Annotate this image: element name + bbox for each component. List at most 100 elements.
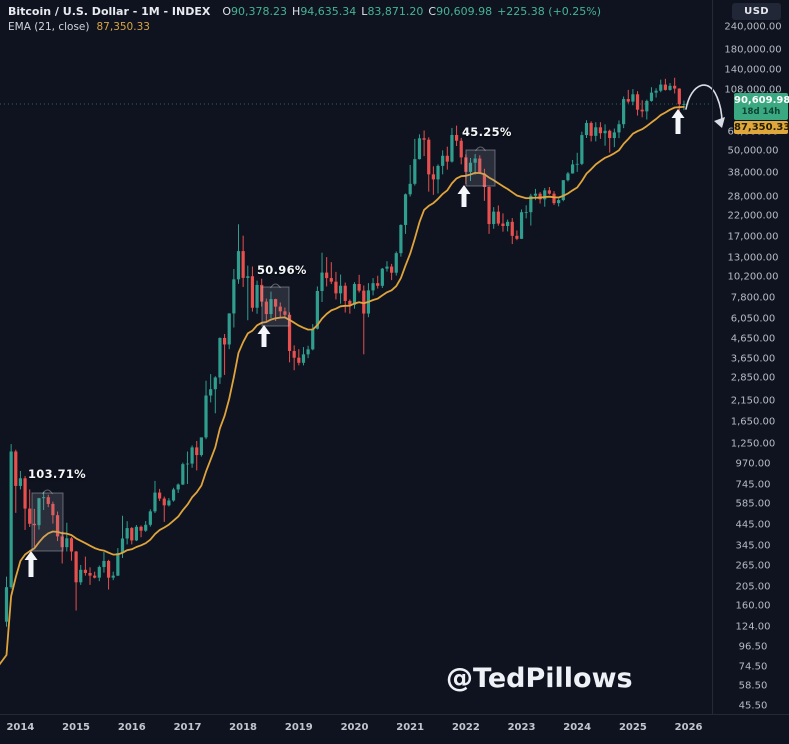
candle-body <box>181 464 185 485</box>
candle-body <box>269 299 273 315</box>
candle-body <box>403 194 408 225</box>
price-tick-label: 7,800.00 <box>730 292 776 304</box>
candle-body <box>390 266 394 273</box>
candle-body <box>185 463 190 465</box>
candle-body <box>28 508 32 524</box>
candle-body <box>515 235 519 239</box>
measurement-label: 103.71% <box>28 467 86 481</box>
price-tick-label: 180,000.00 <box>724 44 782 56</box>
measurement-arc <box>270 283 281 289</box>
candle-body <box>111 575 115 578</box>
candle-body <box>487 186 491 225</box>
candle-body <box>222 337 227 345</box>
candle-body <box>297 357 301 363</box>
current-price-value: 90,609.98 <box>734 95 789 106</box>
candle-body <box>130 528 134 541</box>
year-tick-label: 2022 <box>451 722 480 733</box>
candle-body <box>468 162 473 172</box>
candle-body <box>682 103 686 105</box>
candle-body <box>213 377 217 390</box>
candle-body <box>441 155 445 166</box>
candle-body <box>134 526 139 541</box>
candle-body <box>501 223 505 227</box>
candle-body <box>74 551 78 583</box>
price-tick-label: 345.00 <box>735 540 771 551</box>
open-value: 90,378.23 <box>231 5 288 18</box>
candle-body <box>649 92 654 101</box>
candle-body <box>278 306 282 312</box>
candle-body <box>496 211 500 224</box>
price-tick-label: 13,000.00 <box>727 252 779 264</box>
high-label: H <box>292 5 301 18</box>
price-axis[interactable]: 240,000.00 180,000.00 140,000.00 108,000.00… <box>712 0 789 715</box>
high-value: 94,635.34 <box>300 5 357 18</box>
candle-body <box>79 569 83 583</box>
measurement-arc <box>475 146 486 152</box>
year-tick-label: 2019 <box>284 722 313 733</box>
open-label: O <box>222 5 232 18</box>
candle-body <box>371 283 375 291</box>
candle-body <box>635 94 640 110</box>
price-tick-label: 22,000.00 <box>727 210 779 222</box>
candle-body <box>506 221 510 227</box>
candle-body <box>622 99 626 125</box>
candle-body <box>60 536 64 548</box>
candle-body <box>464 157 468 172</box>
currency-toggle-button[interactable]: USD <box>732 3 781 20</box>
year-tick-label: 2026 <box>674 722 703 733</box>
candles-series <box>4 77 686 627</box>
measurement-box <box>31 492 64 552</box>
candle-body <box>603 130 607 134</box>
candle-body <box>584 122 589 136</box>
candle-body <box>153 492 157 512</box>
candle-body <box>125 528 129 539</box>
price-tick-label: 970.00 <box>735 458 771 470</box>
candle-body <box>645 100 649 112</box>
price-tick-label: 2,850.00 <box>730 372 776 384</box>
candle-body <box>176 484 180 490</box>
candle-body <box>246 276 250 278</box>
year-tick-label: 2017 <box>173 722 202 733</box>
candle-body <box>171 489 176 501</box>
change-value: +225.38 (+0.25%) <box>497 5 602 18</box>
time-axis[interactable]: 2014 2015 2016 2017 2018 2019 2020 2021 2022 2023… <box>0 714 789 744</box>
candle-body <box>617 124 621 133</box>
year-tick-label: 2020 <box>340 722 369 733</box>
symbol-title[interactable]: Bitcoin / U.S. Dollar - 1M - INDEX <box>8 5 211 18</box>
candle-body <box>547 190 551 194</box>
candle-body <box>376 283 380 286</box>
candle-body <box>362 290 366 314</box>
indicator-legend-row: EMA (21, close) 87,350.33 <box>8 21 601 34</box>
year-tick-label: 2025 <box>618 722 647 733</box>
candle-body <box>399 224 403 254</box>
candle-body <box>69 538 74 552</box>
price-tick-label: 50,000.00 <box>727 145 779 157</box>
price-tick-label: 96.50 <box>738 641 768 652</box>
price-tick-label: 124.00 <box>735 621 771 633</box>
candle-body <box>148 511 152 525</box>
price-tick-label: 2,150.00 <box>730 395 776 406</box>
candle-body <box>301 354 306 363</box>
indicator-name[interactable]: EMA (21, close) <box>8 21 90 33</box>
measurement-box <box>261 286 290 327</box>
candle-body <box>190 447 194 464</box>
price-tick-label: 1,250.00 <box>730 438 776 449</box>
candle-body <box>218 337 222 378</box>
candle-body <box>663 84 667 90</box>
candle-body <box>93 575 97 578</box>
candle-body <box>473 158 477 163</box>
candle-body <box>241 251 245 278</box>
candle-body <box>102 560 106 568</box>
measurement-label: 50.96% <box>257 263 307 277</box>
candle-body <box>394 253 398 273</box>
candle-body <box>306 349 310 355</box>
bounce-up-arrow <box>671 109 685 134</box>
year-tick-label: 2016 <box>117 722 146 733</box>
candle-body <box>589 122 593 136</box>
price-tick-label: 108,000.00 <box>724 84 782 96</box>
candle-body <box>311 328 315 350</box>
price-tick-label: 17,000.00 <box>727 231 779 243</box>
close-label: C <box>428 5 437 18</box>
candle-body <box>162 498 166 506</box>
